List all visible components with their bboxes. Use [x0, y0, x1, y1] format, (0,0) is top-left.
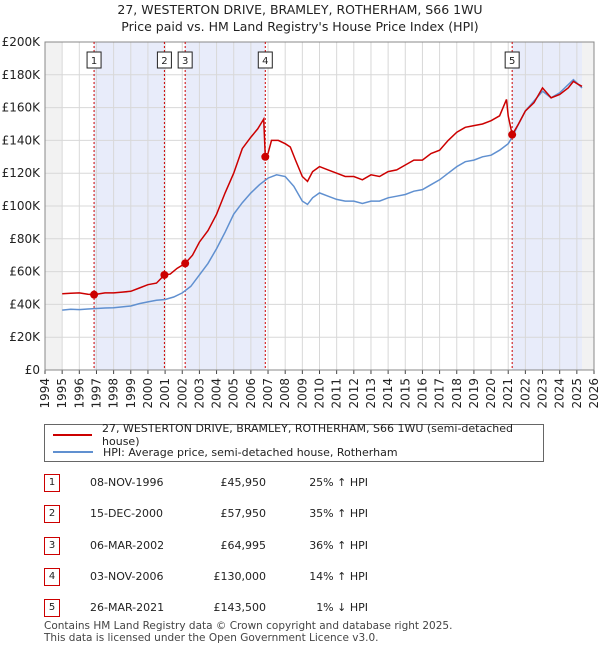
sale-point: [508, 130, 517, 139]
y-tick-label: £200K: [2, 35, 42, 49]
transaction-date: 26-MAR-2021: [90, 601, 165, 614]
transaction-price: £130,000: [213, 570, 267, 583]
x-tick-label: 2025: [570, 378, 584, 409]
transaction-hpi-change: 1% ↓ HPI: [316, 601, 368, 614]
x-tick-label: 2000: [141, 378, 155, 409]
transaction-price: £64,995: [220, 539, 267, 552]
x-tick-label: 2006: [244, 378, 258, 409]
transaction-date: 08-NOV-1996: [90, 476, 164, 489]
sale-label-box: [86, 51, 102, 69]
y-tick-label: £160K: [2, 101, 42, 115]
sale-label-number: 1: [91, 56, 97, 67]
y-tick-label: £180K: [2, 68, 42, 82]
sale-label-number: 4: [262, 56, 268, 67]
x-tick-label: 2014: [381, 378, 395, 409]
transaction-number-badge: 2: [44, 505, 60, 523]
transaction-row: 2 15-DEC-2000 £57,950 35% ↑ HPI: [0, 505, 600, 525]
x-tick-label: 2015: [398, 378, 412, 409]
transaction-number-badge: 1: [44, 474, 60, 492]
transaction-date: 03-NOV-2006: [90, 570, 164, 583]
footer-license: This data is licensed under the Open Gov…: [44, 632, 379, 644]
sale-point: [261, 152, 270, 161]
legend-item-property: 27, WESTERTON DRIVE, BRAMLEY, ROTHERHAM,…: [53, 422, 543, 448]
transaction-row: 1 08-NOV-1996 £45,950 25% ↑ HPI: [0, 474, 600, 494]
x-tick-label: 2011: [330, 378, 344, 409]
x-tick-label: 2001: [158, 378, 172, 409]
x-tick-label: 1994: [38, 378, 52, 409]
x-tick-label: 2002: [175, 378, 189, 409]
footer-copyright: Contains HM Land Registry data © Crown c…: [44, 620, 453, 632]
legend-swatch-hpi: [53, 451, 93, 453]
x-tick-label: 2026: [587, 378, 600, 409]
transaction-date: 15-DEC-2000: [90, 507, 164, 520]
y-tick-label: £20K: [9, 330, 41, 344]
x-tick-label: 2004: [210, 378, 224, 409]
x-tick-label: 1997: [89, 378, 103, 409]
x-tick-label: 2017: [433, 378, 447, 409]
x-tick-label: 2013: [364, 378, 378, 409]
x-tick-label: 2022: [518, 378, 532, 409]
transaction-price: £57,950: [220, 507, 267, 520]
x-tick-label: 2018: [450, 378, 464, 409]
x-tick-label: 1996: [72, 378, 86, 409]
x-tick-label: 2008: [278, 378, 292, 409]
x-tick-label: 1999: [124, 378, 138, 409]
sale-label-box: [177, 51, 193, 69]
transaction-row: 5 26-MAR-2021 £143,500 1% ↓ HPI: [0, 599, 600, 619]
sale-label-box: [156, 51, 172, 69]
transaction-date: 06-MAR-2002: [90, 539, 165, 552]
y-tick-label: £80K: [9, 232, 41, 246]
x-tick-label: 1998: [107, 378, 121, 409]
x-tick-label: 2007: [261, 378, 275, 409]
x-tick-label: 2020: [484, 378, 498, 409]
chart-subtitle: Price paid vs. HM Land Registry's House …: [121, 19, 479, 34]
transaction-number-badge: 3: [44, 537, 60, 555]
x-tick-label: 2010: [313, 378, 327, 409]
legend: 27, WESTERTON DRIVE, BRAMLEY, ROTHERHAM,…: [44, 422, 544, 462]
legend-swatch-property: [53, 434, 93, 436]
transaction-number-badge: 5: [44, 599, 60, 617]
sale-label-number: 2: [161, 56, 167, 67]
sale-point: [160, 270, 169, 279]
price-chart: £0 £20K £40K £60K £80K £100K £120K £140K £160K £1…: [2, 35, 600, 409]
sale-point: [90, 290, 99, 299]
transaction-hpi-change: 14% ↑ HPI: [309, 570, 368, 583]
transaction-number-badge: 4: [44, 568, 60, 586]
x-tick-label: 2019: [467, 378, 481, 409]
sale-point: [181, 259, 190, 268]
transaction-hpi-change: 35% ↑ HPI: [309, 507, 368, 520]
x-tick-label: 2023: [536, 378, 550, 409]
hpi-series-line: [62, 78, 583, 311]
sale-label-number: 5: [509, 56, 515, 67]
transaction-hpi-change: 36% ↑ HPI: [309, 539, 368, 552]
transaction-row: 4 03-NOV-2006 £130,000 14% ↑ HPI: [0, 568, 600, 588]
x-tick-label: 2009: [295, 378, 309, 409]
y-tick-label: £0: [25, 363, 40, 377]
transaction-price: £45,950: [220, 476, 267, 489]
x-tick-label: 2003: [192, 378, 206, 409]
legend-item-hpi: HPI: Average price, semi-detached house,…: [53, 444, 398, 460]
transaction-row: 3 06-MAR-2002 £64,995 36% ↑ HPI: [0, 537, 600, 557]
y-tick-label: £100K: [2, 199, 42, 213]
x-tick-label: 1995: [55, 378, 69, 409]
legend-label-hpi: HPI: Average price, semi-detached house,…: [103, 445, 398, 459]
sale-label-box: [257, 51, 273, 69]
y-tick-label: £40K: [9, 297, 41, 311]
sale-label-box: [504, 51, 520, 69]
chart-title: 27, WESTERTON DRIVE, BRAMLEY, ROTHERHAM,…: [117, 2, 483, 17]
transaction-price: £143,500: [213, 601, 267, 614]
x-tick-label: 2005: [227, 378, 241, 409]
y-tick-label: £120K: [2, 166, 42, 180]
x-tick-label: 2016: [415, 378, 429, 409]
y-tick-label: £60K: [9, 265, 41, 279]
transaction-hpi-change: 25% ↑ HPI: [309, 476, 368, 489]
x-tick-label: 2021: [501, 378, 515, 409]
x-tick-label: 2012: [347, 378, 361, 409]
plot-frame: [44, 41, 595, 371]
sale-label-number: 3: [182, 56, 188, 67]
x-tick-label: 2024: [553, 378, 567, 409]
y-tick-label: £140K: [2, 133, 42, 147]
legend-label-property: 27, WESTERTON DRIVE, BRAMLEY, ROTHERHAM,…: [102, 422, 513, 448]
